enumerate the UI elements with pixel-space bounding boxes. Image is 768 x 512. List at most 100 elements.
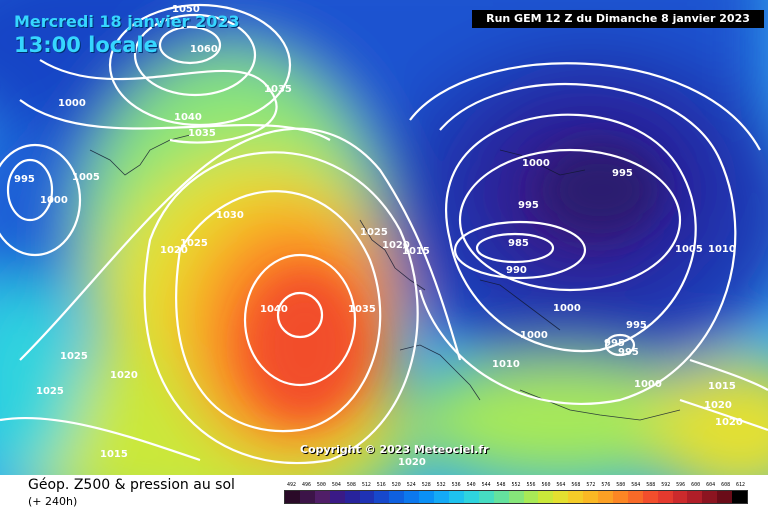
legend-swatch [523,491,539,503]
legend-swatch [404,491,420,503]
pressure-label: 1020 [704,400,732,411]
isobar-990 [453,220,587,280]
legend-tick-label: 528 [421,482,431,488]
legend-tick-label: 584 [631,482,641,488]
legend-swatch [493,491,509,503]
legend-swatch [314,491,330,503]
legend-swatch [553,491,569,503]
pressure-label: 1035 [188,128,216,139]
isobar-1005 [418,83,737,405]
isobar-1020-east [679,398,768,432]
pressure-label: 1000 [522,158,550,169]
pressure-labels: 1050 1060 1000 1035 1040 1035 995 1000 1… [14,4,743,468]
pressure-label: 1050 [172,4,200,15]
legend-swatch [389,491,405,503]
pressure-label: 1015 [402,246,430,257]
isobar-1050 [108,3,292,127]
legend-tick-label: 516 [376,482,386,488]
pressure-label: 1035 [264,84,292,95]
weather-map: 1050 1060 1000 1035 1040 1035 995 1000 1… [0,0,768,475]
pressure-label: 1000 [553,303,581,314]
pressure-label: 1015 [708,381,736,392]
pressure-label: 1025 [360,227,388,238]
legend-color-bar [284,490,748,504]
pressure-label: 1025 [180,238,208,249]
isobar-1010 [409,62,761,151]
forecast-lead-time: (+ 240h) [28,495,78,508]
legend-tick-label: 496 [301,482,311,488]
legend-tick-label: 504 [331,482,341,488]
pressure-label: 1020 [398,457,426,468]
legend-swatch [732,491,748,503]
isobar-1060 [158,25,222,65]
legend-tick-label: 508 [346,482,356,488]
legend-tick-label: 608 [721,482,731,488]
legend-tick-labels: 492 496 500 504 508 512 516 520 524 528 532 536 540 5… [284,481,748,489]
legend-tick-label: 592 [661,482,671,488]
legend-tick-label: 544 [481,482,491,488]
coastlines [89,134,681,421]
legend-tick-label: 524 [406,482,416,488]
legend-swatch [627,491,643,503]
pressure-label: 995 [618,347,639,358]
legend-tick-label: 512 [361,482,371,488]
pressure-label: 995 [612,168,633,179]
pressure-label: 1030 [216,210,244,221]
pressure-label: 1025 [36,386,64,397]
norway-coast [359,219,426,291]
legend-swatch [672,491,688,503]
legend-swatch [344,491,360,503]
baltic-coast [479,279,561,331]
pressure-label: 1040 [260,304,288,315]
legend-swatch [687,491,703,503]
legend-swatch [478,491,494,503]
legend-swatch [448,491,464,503]
legend-tick-label: 604 [706,482,716,488]
isobar-1020 [19,127,462,361]
geopotential-chart: 1050 1060 1000 1035 1040 1035 995 1000 1… [0,0,768,475]
legend-swatch [538,491,554,503]
legend-tick-label: 596 [676,482,686,488]
legend-tick-label: 580 [616,482,626,488]
legend-tick-label: 588 [646,482,656,488]
legend-tick-label: 612 [736,482,746,488]
isobar-1015-east [689,358,768,391]
legend-tick-label: 552 [511,482,521,488]
pressure-label: 995 [518,200,539,211]
legend-tick-label: 568 [571,482,581,488]
legend-tick-label: 540 [466,482,476,488]
isobar-995 [458,148,682,292]
isobars [0,3,768,465]
isobar-995-south [604,333,636,357]
pressure-label: 1025 [60,351,88,362]
legend-swatch [374,491,390,503]
pressure-label: 1060 [190,44,218,55]
pressure-label: 1020 [160,245,188,256]
forecast-time: 13:00 locale [14,33,158,57]
legend-tick-label: 576 [601,482,611,488]
pressure-label: 1010 [492,359,520,370]
legend-swatch [419,491,435,503]
isobar-1000 [444,113,697,353]
legend-swatch [285,491,300,503]
pressure-label: 1000 [58,98,86,109]
legend-swatch [329,491,345,503]
legend-swatch [463,491,479,503]
forecast-date: Mercredi 18 janvier 2023 [14,12,240,31]
scandinavia-coast [499,149,586,176]
legend-tick-label: 492 [286,482,296,488]
pressure-label: 1020 [382,240,410,251]
pressure-label: 995 [604,338,625,349]
legend-tick-label: 500 [316,482,326,488]
legend-tick-label: 548 [496,482,506,488]
pressure-label: 1005 [675,244,703,255]
pressure-label: 1010 [708,244,736,255]
pressure-label: 1035 [348,304,376,315]
isobar-1015-south [0,416,201,462]
legend-tick-label: 520 [391,482,401,488]
pressure-label: 1040 [174,112,202,123]
pressure-label: 1020 [110,370,138,381]
isobar-995-west [6,158,54,222]
legend-tick-label: 560 [541,482,551,488]
pressure-label: 1000 [520,330,548,341]
